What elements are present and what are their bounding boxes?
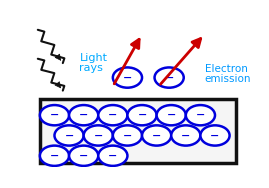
Text: −: − [181,130,190,140]
Bar [40,99,236,163]
Text: −: − [50,110,59,120]
Circle shape [84,125,113,146]
Circle shape [186,105,215,125]
Text: Electron: Electron [204,64,247,74]
Circle shape [171,125,200,146]
Text: −: − [123,130,132,140]
Circle shape [157,105,186,125]
Text: Light: Light [80,53,108,63]
Circle shape [200,125,229,146]
Circle shape [98,105,128,125]
Text: −: − [50,151,59,161]
Circle shape [40,146,69,166]
Text: emission: emission [204,74,251,84]
Text: −: − [152,130,161,140]
Circle shape [128,105,157,125]
Text: −: − [123,73,132,83]
Text: −: − [79,151,88,161]
Circle shape [113,67,142,88]
Text: −: − [164,73,174,83]
Circle shape [142,125,171,146]
Circle shape [40,105,69,125]
Text: −: − [94,130,103,140]
Circle shape [113,125,142,146]
Circle shape [98,146,128,166]
Text: rays: rays [80,63,103,73]
Text: −: − [137,110,147,120]
Text: −: − [64,130,74,140]
Text: −: − [79,110,88,120]
Text: −: − [196,110,205,120]
Circle shape [69,146,98,166]
Text: −: − [210,130,220,140]
Text: −: − [167,110,176,120]
Circle shape [154,67,184,88]
Circle shape [69,105,98,125]
Circle shape [55,125,84,146]
Text: −: − [108,110,118,120]
Text: −: − [108,151,118,161]
